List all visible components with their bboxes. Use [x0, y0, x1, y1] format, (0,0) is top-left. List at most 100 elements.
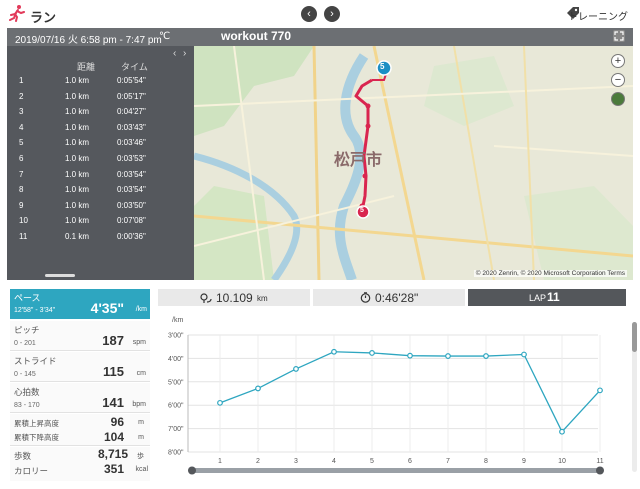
lap-number: 11 [19, 232, 28, 241]
lap-time: 0:03'43" [117, 122, 146, 132]
route-end-marker[interactable]: 5 [360, 207, 364, 214]
lap-row[interactable]: 6 1.0 km 0:03'53" [7, 152, 194, 168]
pace-data-point [559, 428, 565, 435]
running-person-icon [9, 5, 25, 22]
stat-pitch[interactable]: ピッチ 0 - 201 187 spm [10, 321, 150, 351]
lap-row[interactable]: 7 1.0 km 0:03'54" [7, 168, 194, 184]
workout-temperature: ℃ [159, 31, 171, 42]
tab-distance[interactable]: 10.109 km [158, 289, 310, 306]
laps-distance-header: 距離 [77, 62, 96, 72]
stopwatch-icon [360, 292, 371, 303]
workout-date: 2019/07/16 火 6:58 pm - 7:47 pm [15, 35, 162, 46]
stride-label: ストライド [14, 356, 57, 366]
y-tick-label: 4'00" [168, 356, 184, 363]
training-link[interactable]: トレーニング [568, 12, 628, 23]
x-tick-label: 4 [332, 458, 336, 465]
calories-label: カロリー [14, 466, 49, 476]
pace-unit: /km [135, 306, 147, 313]
x-tick-label: 1 [218, 458, 222, 465]
stat-stride[interactable]: ストライド 0 - 145 115 cm [10, 352, 150, 382]
x-tick-label: 7 [446, 458, 450, 465]
tab-lap[interactable]: LAP 11 [468, 289, 626, 306]
descent-unit: m [138, 434, 144, 441]
lap-time: 0:00'36" [117, 232, 146, 241]
pace-data-point [597, 387, 603, 394]
laps-time-header: タイム [121, 62, 148, 72]
pitch-unit: spm [132, 339, 146, 346]
calories-value: 351 [103, 462, 124, 476]
range-slider-left-handle [188, 466, 196, 475]
previous-workout-button[interactable]: ‹ [301, 6, 317, 22]
lap-distance: 1.0 km [65, 169, 90, 179]
lap-time: 0:05'54" [117, 76, 146, 85]
lap-row[interactable]: 2 1.0 km 0:05'17" [7, 90, 194, 106]
lap-time: 0:03'54" [117, 169, 146, 179]
descent-label: 累積下降高度 [14, 433, 59, 442]
lap-row[interactable]: 3 1.0 km 0:04'27" [7, 105, 194, 121]
lap-distance: 1.0 km [65, 200, 90, 210]
lap-row[interactable]: 1 1.0 km 0:05'54" [7, 74, 194, 90]
y-tick-label: 7'00" [168, 426, 184, 433]
lap-distance: 1.0 km [65, 138, 90, 148]
time-value: 0:46'28" [375, 291, 419, 305]
y-tick-label: 8'00" [168, 450, 184, 457]
fullscreen-icon[interactable] [613, 30, 625, 42]
pace-label: ペース [14, 293, 41, 303]
lap-distance: 1.0 km [65, 185, 90, 195]
lap-distance: 1.0 km [65, 107, 90, 117]
vertical-scrollbar[interactable] [632, 322, 637, 472]
map-graphic [194, 46, 633, 280]
range-slider-track [190, 468, 602, 473]
lap-row[interactable]: 4 1.0 km 0:03'43" [7, 121, 194, 137]
stat-pace[interactable]: ペース 12'58" - 3'34" 4'35" /km [10, 289, 150, 319]
pitch-value: 187 [102, 333, 124, 348]
zoom-in-button[interactable]: + [611, 54, 625, 68]
x-tick-label: 5 [370, 458, 374, 465]
lap-number: 4 [19, 122, 24, 132]
lap-row[interactable]: 11 0.1 km 0:00'36" [7, 230, 194, 246]
route-map[interactable]: 5 5 松戸市 + − © 2020 Zenrin, © 2020 Micros… [194, 46, 633, 280]
calories-unit: kcal [135, 466, 148, 473]
x-tick-label: 8 [484, 458, 488, 465]
stride-unit: cm [136, 370, 146, 377]
pace-chart-svg: /km 3'00" 4'00" 5'00" 6'00" 7'00" 8'00" 1 2 3 4 5 6 7… [168, 317, 604, 475]
y-tick-label: 5'00" [168, 379, 184, 386]
lap-number: 2 [19, 91, 24, 101]
steps-unit: 歩 [137, 453, 144, 460]
pace-range: 12'58" - 3'34" [14, 307, 56, 314]
ascent-unit: m [138, 419, 144, 426]
lap-time: 0:03'50" [117, 200, 146, 210]
tab-time[interactable]: 0:46'28" [313, 289, 465, 306]
lap-row[interactable]: 10 1.0 km 0:07'08" [7, 214, 194, 230]
lap-row[interactable]: 8 1.0 km 0:03'54" [7, 183, 194, 199]
next-workout-button[interactable]: › [324, 6, 340, 22]
laps-scrollbar[interactable] [45, 274, 75, 277]
stat-heart-rate[interactable]: 心拍数 83 - 170 141 bpm [10, 383, 150, 413]
stat-steps-calories[interactable]: 歩数 8,715 歩 カロリー 351 kcal [10, 447, 150, 481]
steps-value: 8,715 [97, 447, 128, 461]
laps-prev-icon[interactable]: ‹ [173, 48, 177, 59]
lap-number: 9 [19, 200, 24, 210]
laps-next-icon[interactable]: › [183, 48, 187, 59]
lap-number: 7 [19, 169, 24, 179]
pace-data-point [483, 353, 489, 359]
pace-data-point [521, 351, 527, 358]
lap-distance: 1.0 km [65, 91, 90, 101]
vertical-scrollbar-thumb[interactable] [632, 322, 637, 352]
pace-data-point [331, 348, 337, 355]
lap-time: 0:07'08" [117, 216, 146, 226]
stat-elevation[interactable]: 累積上昇高度 96 m 累積下降高度 104 m [10, 414, 150, 446]
lap-count: 11 [547, 290, 560, 304]
map-type-toggle[interactable] [611, 92, 625, 106]
zoom-out-button[interactable]: − [611, 73, 625, 87]
heart-rate-unit: bpm [132, 401, 146, 408]
lap-time: 0:04'27" [117, 107, 146, 117]
lap-time: 0:03'54" [117, 185, 146, 195]
x-tick-label: 11 [596, 458, 603, 465]
y-axis-label: /km [172, 317, 183, 324]
route-start-marker[interactable]: 5 [380, 62, 385, 71]
pace-data-point [407, 352, 413, 359]
x-tick-label: 10 [558, 458, 566, 465]
lap-row[interactable]: 9 1.0 km 0:03'50" [7, 199, 194, 215]
lap-row[interactable]: 5 1.0 km 0:03'46" [7, 136, 194, 152]
